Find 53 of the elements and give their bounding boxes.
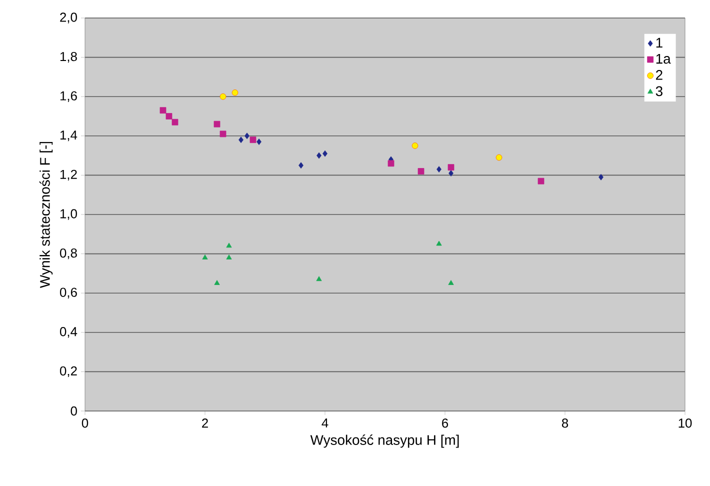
point — [160, 107, 166, 114]
point — [388, 160, 394, 167]
x-tick-label: 8 — [562, 418, 568, 428]
point — [316, 152, 322, 159]
y-tick-label: 0,4 — [60, 327, 78, 338]
y-tick-label: 2,0 — [60, 12, 77, 24]
point — [448, 164, 454, 171]
point — [598, 174, 604, 180]
y-tick-label: 0,2 — [60, 366, 77, 378]
y-tick-label: 0 — [70, 406, 77, 416]
point — [412, 142, 418, 149]
point — [220, 93, 226, 100]
x-axis-title: Wysokość nasypu H [m] — [310, 434, 459, 448]
y-tick-label: 1,8 — [60, 52, 77, 63]
x-tick-label: 2 — [202, 418, 208, 428]
point — [214, 120, 220, 128]
point — [172, 118, 178, 126]
y-axis-title: Wynik stateczności F [-] — [39, 142, 53, 288]
y-tick-label: 1,4 — [60, 130, 78, 142]
point — [220, 130, 226, 138]
point — [250, 136, 256, 144]
point — [496, 154, 502, 161]
y-tick-label: 1,0 — [60, 209, 77, 220]
point — [226, 254, 232, 260]
x-tick-label: 0 — [82, 418, 88, 428]
y-tick-label: 1,2 — [60, 170, 77, 181]
point — [316, 276, 322, 282]
legend-label: 1 — [656, 38, 662, 48]
point — [436, 166, 442, 172]
legend-label: 3 — [656, 86, 662, 96]
x-tick-label: 6 — [442, 418, 448, 428]
point — [322, 150, 328, 157]
point — [232, 89, 238, 96]
point — [202, 254, 208, 260]
point — [238, 136, 244, 144]
point — [244, 132, 250, 140]
point — [538, 178, 544, 184]
point — [214, 280, 220, 285]
legend-label: 2 — [656, 70, 662, 80]
point — [436, 240, 442, 246]
point — [226, 242, 232, 248]
point — [418, 168, 424, 174]
y-tick-label: 0,6 — [60, 288, 77, 298]
point — [298, 162, 304, 169]
point — [256, 138, 262, 145]
point — [448, 170, 454, 176]
y-tick-label: 1,6 — [60, 91, 77, 102]
point — [166, 113, 172, 120]
legend-label: 1a — [656, 54, 671, 64]
x-tick-label: 10 — [678, 418, 692, 428]
y-tick-label: 0,8 — [60, 248, 77, 260]
point — [448, 280, 454, 285]
x-tick-label: 4 — [322, 418, 328, 428]
